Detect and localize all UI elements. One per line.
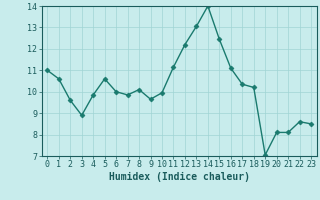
X-axis label: Humidex (Indice chaleur): Humidex (Indice chaleur) [109, 172, 250, 182]
